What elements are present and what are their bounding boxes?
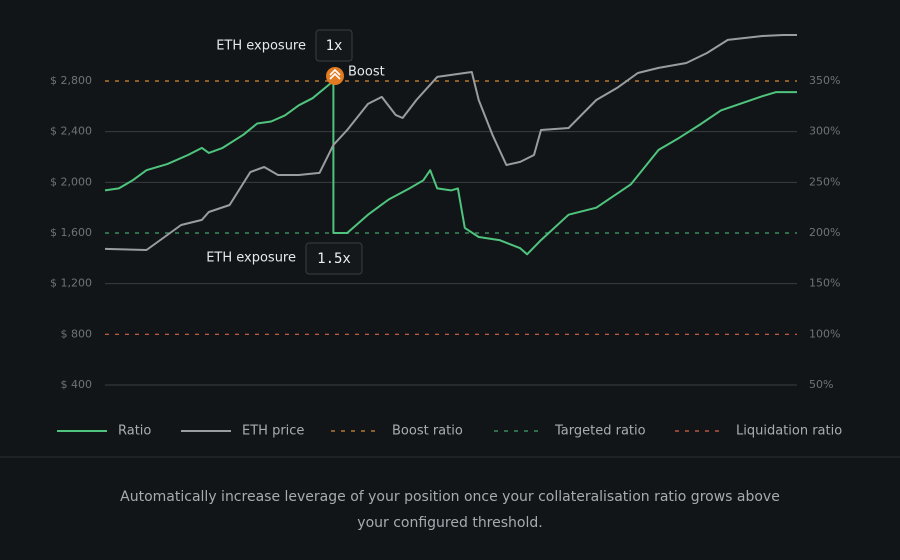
boost-icon-arrow <box>329 68 341 80</box>
series-line <box>104 34 797 251</box>
series-line <box>104 80 797 256</box>
y2-tick-label: 300% <box>809 125 840 138</box>
caption-line: Automatically increase leverage of your … <box>120 489 780 505</box>
annotation-label: Boost <box>348 65 385 80</box>
y-tick-label: $ 2,000 <box>50 175 92 188</box>
legend-label: Ratio <box>118 424 151 439</box>
legend-label: Targeted ratio <box>554 424 646 439</box>
y2-tick-label: 100% <box>809 327 840 340</box>
legend-label: Boost ratio <box>392 424 463 439</box>
legend-label: Liquidation ratio <box>736 424 842 439</box>
grid: $ 400 $ 800 $ 1,200 $ 1,600 $ 2,000 $ 2,400 $ … <box>50 74 840 391</box>
annotation-label: ETH exposure <box>206 251 296 266</box>
caption-line: your configured threshold. <box>357 515 542 531</box>
boost-icon <box>326 67 344 85</box>
y2-tick-label: 250% <box>809 175 840 188</box>
y-tick-label: $ 1,200 <box>50 277 92 290</box>
y2-tick-label: 350% <box>809 74 840 87</box>
y2-tick-label: 200% <box>809 226 840 239</box>
y-tick-label: $ 2,400 <box>50 125 92 138</box>
y-tick-label: $ 400 <box>61 378 93 391</box>
annotation-value: 1x <box>326 38 343 54</box>
y-tick-label: $ 800 <box>61 327 93 340</box>
y-tick-label: $ 1,600 <box>50 226 92 239</box>
plot-area <box>104 34 797 335</box>
legend-label: ETH price <box>242 424 304 439</box>
annotation-value: 1.5x <box>317 251 351 267</box>
annotation-box <box>315 29 353 62</box>
y-tick-label: $ 2,800 <box>50 74 92 87</box>
annotation-label: ETH exposure <box>216 39 306 54</box>
y2-tick-label: 150% <box>809 277 840 290</box>
legend: Ratio ETH price Boost ratio Targeted ratio L… <box>57 424 842 439</box>
annotation-box <box>305 242 363 275</box>
y2-tick-label: 50% <box>809 378 833 391</box>
